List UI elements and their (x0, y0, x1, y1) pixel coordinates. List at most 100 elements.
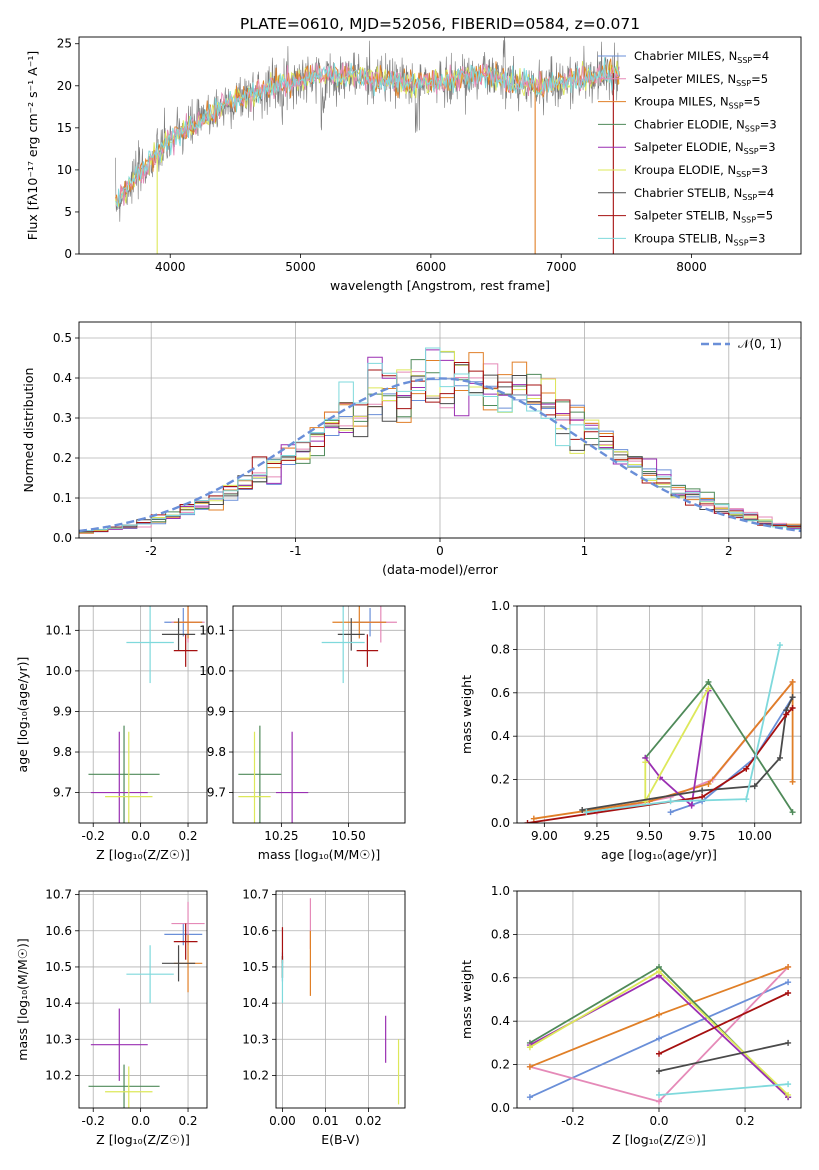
x-tick-label: 4000 (155, 260, 186, 274)
axes-frame (78, 321, 802, 539)
weight-marker-salpeter-stelib (656, 1050, 662, 1057)
weight-marker-kroupa-miles (526, 1063, 533, 1070)
y-tick-label: 0.4 (491, 1014, 510, 1028)
y-tick-label: 10.7 (45, 888, 72, 902)
weight-marker-kroupa-elodie (705, 685, 712, 692)
y-tick-label: 0.6 (491, 686, 510, 700)
x-tick-label: 10.50 (331, 829, 365, 843)
y-tick-label: 25 (57, 37, 72, 51)
spectrum-legend: Chabrier MILES, NSSP=4 Salpeter MILES, NS… (598, 49, 777, 247)
y-tick-label: 10.1 (199, 623, 226, 637)
x-tick-label: -1 (290, 544, 302, 558)
weight-marker-kroupa-stelib (743, 796, 750, 803)
y-tick-label: 9.9 (207, 704, 226, 718)
y-tick-label: 0.4 (53, 371, 72, 385)
axes-frame (232, 605, 406, 824)
plot-area (524, 642, 796, 823)
y-tick-label: 0.8 (491, 927, 510, 941)
x-tick-label: -0.2 (82, 829, 105, 843)
weight-line-chabrier-elodie (644, 680, 794, 813)
mass-vs-EBV-panel: 0.00 0.01 0.02 10.2 10.3 10.4 10.5 10.6 10.7 E(B-… (242, 888, 406, 1147)
x-tick-label: 6000 (416, 260, 447, 274)
weight-marker-kroupa-stelib (785, 1081, 792, 1088)
weight-marker-salpeter-stelib (785, 989, 792, 996)
weight-marker-kroupa-miles (656, 1011, 662, 1018)
y-tick-label: 10.4 (242, 996, 269, 1010)
y-tick-label: 10.3 (242, 1032, 269, 1046)
x-axis-label: wavelength [Angstrom, rest frame] (330, 278, 550, 293)
x-tick-label: 5000 (285, 260, 316, 274)
weight-marker-kroupa-elodie (656, 968, 662, 975)
x-tick-label: 0.2 (178, 829, 197, 843)
axes-frame (78, 36, 802, 255)
weight-marker-chabrier-stelib (789, 694, 796, 701)
legend-label-salpeter-stelib: Salpeter STELIB, NSSP=5 (634, 209, 773, 225)
weight-marker-chabrier-stelib (785, 1039, 792, 1046)
y-tick-label: 15 (57, 121, 72, 135)
axes-frame (275, 890, 406, 1109)
y-tick-label: 9.9 (53, 704, 72, 718)
legend-label-kroupa-miles: Kroupa MILES, NSSP=5 (634, 95, 760, 111)
y-tick-label: 10 (57, 163, 72, 177)
x-tick-label: 0.2 (736, 1114, 755, 1128)
y-tick-label: 10.0 (199, 664, 226, 678)
axes-frame (516, 605, 802, 824)
gaussian-curve (79, 377, 801, 533)
plot-area (79, 347, 801, 534)
weight-marker-kroupa-elodie (785, 1091, 792, 1098)
weight-line-chabrier-stelib (582, 696, 794, 811)
axes-frame (78, 890, 208, 1109)
x-tick-label: 9.00 (531, 829, 558, 843)
x-tick-label: 0 (436, 544, 444, 558)
spectrum-data-line (115, 37, 621, 222)
x-axis-label: Z [log₁₀(Z/Z☉)] (96, 1132, 190, 1147)
x-tick-label: 0.00 (269, 1114, 296, 1128)
legend-label-chabrier-stelib: Chabrier STELIB, NSSP=4 (634, 186, 774, 202)
histogram-kroupa-stelib (79, 347, 801, 531)
age-vs-Z-panel: -0.2 0.0 0.2 9.7 9.8 9.9 10.0 10.1 Z [log₁₀(Z/Z☉… (15, 605, 208, 862)
plot-area (281, 898, 400, 1105)
weight-marker-chabrier-stelib (776, 754, 783, 761)
legend-label-kroupa-elodie: Kroupa ELODIE, NSSP=3 (634, 163, 768, 179)
plot-area (115, 37, 621, 254)
plot-area (238, 606, 397, 823)
x-tick-label: 8000 (676, 260, 707, 274)
weight-marker-chabrier-stelib (699, 787, 706, 794)
y-axis-label: mass [log₁₀(M/M☉)] (15, 938, 30, 1060)
y-tick-label: 10.7 (242, 888, 269, 902)
weight-marker-kroupa-stelib (656, 1091, 662, 1098)
weight-marker-kroupa-miles (789, 678, 796, 685)
weight-marker-salpeter-stelib (743, 765, 750, 772)
y-tick-label: 0.0 (53, 531, 72, 545)
y-tick-label: 10.6 (242, 924, 269, 938)
y-tick-label: 0.0 (491, 816, 510, 830)
weight-line-kroupa-stelib (658, 1083, 789, 1096)
y-tick-label: 1.0 (491, 599, 510, 613)
x-tick-label: 7000 (546, 260, 577, 274)
weight-marker-chabrier-miles (785, 979, 792, 986)
weight-marker-salpeter-stelib (783, 711, 790, 718)
weight-marker-kroupa-stelib (583, 809, 590, 816)
y-tick-label: 10.5 (45, 960, 72, 974)
y-tick-label: 0.5 (53, 331, 72, 345)
x-tick-label: 1 (581, 544, 589, 558)
plot-area (88, 901, 205, 1108)
x-tick-label: 9.50 (636, 829, 663, 843)
x-axis-label: Z [log₁₀(Z/Z☉)] (612, 1132, 706, 1147)
x-tick-label: 0.01 (312, 1114, 339, 1128)
x-tick-label: 9.75 (689, 829, 716, 843)
weight-marker-kroupa-elodie (526, 1044, 533, 1051)
weight-marker-chabrier-miles (526, 1094, 533, 1101)
axes-frame (78, 605, 208, 824)
y-axis-label: Flux [fλ10⁻¹⁷ erg cm⁻² s⁻¹ A⁻¹] (25, 51, 40, 240)
y-tick-label: 0.2 (491, 1058, 510, 1072)
legend-label-chabrier-miles: Chabrier MILES, NSSP=4 (634, 49, 769, 65)
weight-marker-chabrier-miles (667, 809, 674, 816)
y-tick-label: 0.8 (491, 642, 510, 656)
plot-area (526, 963, 792, 1105)
weight-marker-kroupa-stelib (776, 642, 783, 649)
weight-marker-salpeter-elodie (688, 802, 695, 809)
x-axis-label: mass [log₁₀(M/M☉)] (258, 847, 380, 862)
weight-marker-kroupa-elodie (642, 759, 649, 766)
